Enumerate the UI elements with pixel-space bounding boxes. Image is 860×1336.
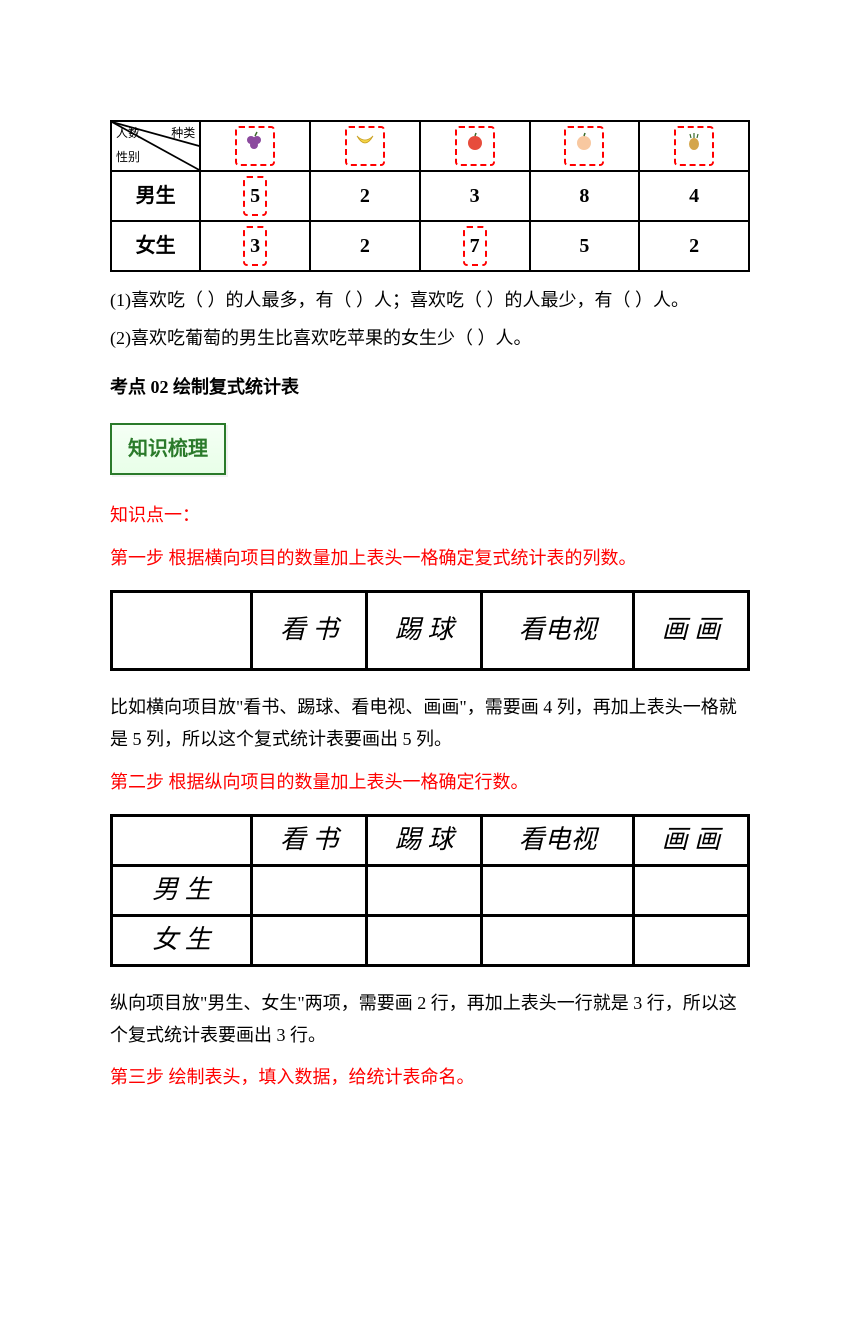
girls-row: 女生 3 2 7 5 2 (111, 221, 749, 271)
step-1-text: 第一步 根据横向项目的数量加上表头一格确定复式统计表的列数。 (110, 542, 750, 574)
girls-grape-value: 3 (243, 226, 267, 266)
activity-table-1: 看 书 踢 球 看电视 画 画 (110, 590, 750, 671)
fruit-cell-grape (200, 121, 310, 171)
activity2-boys-row: 男 生 (112, 865, 749, 915)
boys-label: 男生 (111, 171, 200, 221)
explain-2: 纵向项目放"男生、女生"两项，需要画 2 行，再加上表头一行就是 3 行，所以这… (110, 987, 750, 1052)
girls-label: 女生 (111, 221, 200, 271)
step-3-text: 第三步 绘制表头，填入数据，给统计表命名。 (110, 1061, 750, 1093)
activity-header-row: 看 书 踢 球 看电视 画 画 (112, 591, 749, 669)
knowledge-point-label: 知识点一： (110, 499, 750, 531)
activity-table-2: 看 书 踢 球 看电视 画 画 男 生 女 生 (110, 814, 750, 966)
girls-apple-value: 7 (463, 226, 487, 266)
boys-banana-value: 2 (310, 171, 420, 221)
diag-label-type: 种类 (171, 123, 195, 145)
activity-reading-cell: 看 书 (252, 591, 367, 669)
fruit-cell-peach (530, 121, 640, 171)
boys-grape-value: 5 (243, 176, 267, 216)
boys-peach-value: 8 (530, 171, 640, 221)
activity2-girls-label: 女 生 (112, 915, 252, 965)
apple-icon (461, 130, 489, 152)
fruit-cell-banana (310, 121, 420, 171)
question-2: (2)喜欢吃葡萄的男生比喜欢吃苹果的女生少（ ）人。 (110, 322, 750, 354)
girls-pineapple-value: 2 (639, 221, 749, 271)
activity-empty-cell (112, 591, 252, 669)
diagonal-header-cell: 人数 种类 性别 (111, 121, 200, 171)
girls-peach-value: 5 (530, 221, 640, 271)
diag-label-count: 人数 (116, 123, 140, 145)
fruit-cell-apple (420, 121, 530, 171)
boys-apple-value: 3 (420, 171, 530, 221)
activity2-football-cell: 踢 球 (367, 816, 482, 866)
exam-point-title: 考点 02 绘制复式统计表 (110, 371, 750, 403)
question-1: (1)喜欢吃（ ）的人最多，有（ ）人；喜欢吃（ ）的人最少，有（ ）人。 (110, 284, 750, 316)
diag-label-gender: 性别 (116, 147, 140, 169)
activity2-girls-row: 女 生 (112, 915, 749, 965)
girls-banana-value: 2 (310, 221, 420, 271)
activity2-boys-label: 男 生 (112, 865, 252, 915)
fruit-stats-table: 人数 种类 性别 男生 5 2 3 8 4 女生 3 2 7 5 2 (110, 120, 750, 272)
peach-icon (570, 130, 598, 152)
fruit-header-row: 人数 种类 性别 (111, 121, 749, 171)
step-2-text: 第二步 根据纵向项目的数量加上表头一格确定行数。 (110, 766, 750, 798)
activity2-tv-cell: 看电视 (482, 816, 634, 866)
activity-tv-cell: 看电视 (482, 591, 634, 669)
grape-icon (241, 130, 269, 152)
knowledge-banner: 知识梳理 (110, 423, 226, 475)
activity2-empty-cell (112, 816, 252, 866)
fruit-cell-pineapple (639, 121, 749, 171)
activity2-reading-cell: 看 书 (252, 816, 367, 866)
pineapple-icon (680, 130, 708, 152)
boys-pineapple-value: 4 (639, 171, 749, 221)
explain-1: 比如横向项目放"看书、踢球、看电视、画画"，需要画 4 列，再加上表头一格就是 … (110, 691, 750, 756)
activity2-drawing-cell: 画 画 (633, 816, 748, 866)
boys-row: 男生 5 2 3 8 4 (111, 171, 749, 221)
banana-icon (351, 130, 379, 152)
activity-drawing-cell: 画 画 (633, 591, 748, 669)
activity-football-cell: 踢 球 (367, 591, 482, 669)
activity2-header-row: 看 书 踢 球 看电视 画 画 (112, 816, 749, 866)
